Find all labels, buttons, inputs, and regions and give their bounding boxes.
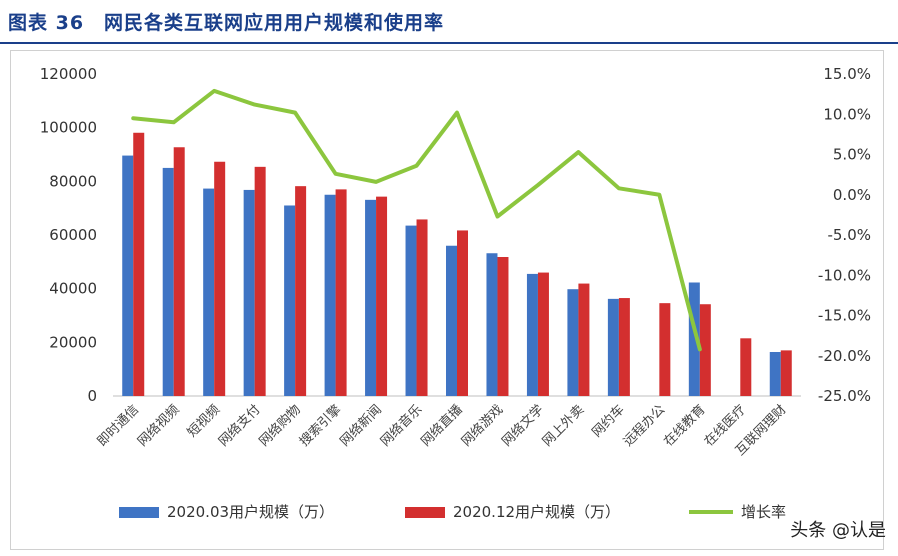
category-label: 在线教育 [661, 402, 709, 450]
y-left-tick-label: 100000 [40, 119, 97, 137]
legend-label: 增长率 [741, 503, 786, 521]
bar-december [740, 338, 752, 396]
category-label: 网络直播 [418, 402, 466, 450]
growth-rate-line [131, 88, 702, 352]
bar-march [405, 225, 417, 396]
bar-march [203, 188, 215, 396]
bar-march [526, 273, 538, 396]
bar-december [214, 161, 226, 396]
y-right-tick-label: 0.0% [833, 186, 871, 204]
bar-december [254, 166, 266, 396]
bar-december [457, 230, 468, 396]
chart-title: 图表 36 网民各类互联网应用用户规模和使用率 [8, 12, 445, 34]
category-label: 网络游戏 [458, 402, 506, 450]
bar-december [699, 304, 711, 396]
legend-label: 2020.03用户规模（万） [167, 503, 334, 521]
bar-december [133, 132, 145, 396]
bar-march [243, 189, 255, 396]
legend-label: 2020.12用户规模（万） [453, 503, 620, 521]
bar-december [416, 219, 428, 396]
bar-december [335, 189, 347, 396]
y-left-tick-label: 80000 [49, 172, 97, 190]
legend-swatch [405, 507, 445, 518]
y-left-tick-label: 40000 [49, 280, 97, 298]
chart-frame: 0 20000 40000 60000 80000 100000 120000 15.0% 10… [10, 50, 884, 550]
bar-march [486, 253, 498, 396]
category-label: 网络文学 [499, 402, 547, 450]
category-label: 网上外卖 [540, 402, 587, 449]
bar-march [162, 167, 174, 396]
bar-december [578, 283, 590, 396]
y-left-tick-label: 120000 [40, 65, 97, 83]
y-left-tick-label: 20000 [49, 333, 97, 351]
bar-march [284, 205, 296, 396]
category-label: 网络音乐 [377, 402, 425, 450]
bar-march [446, 245, 457, 396]
y-right-tick-label: 10.0% [823, 105, 871, 123]
bar-line-chart: 0 20000 40000 60000 80000 100000 120000 15.0% 10… [40, 65, 871, 521]
bar-march [365, 199, 377, 396]
bar-march [607, 298, 619, 396]
bar-december [376, 196, 388, 396]
bar-december [618, 298, 630, 396]
bar-december [659, 303, 671, 396]
bar-march [567, 289, 579, 396]
bar-march [122, 155, 134, 396]
y-right-tick-label: -5.0% [827, 226, 871, 244]
category-label: 网约车 [589, 402, 628, 441]
y-left-tick-label: 0 [87, 387, 97, 405]
category-label: 网络视频 [134, 402, 182, 450]
bar-december [173, 147, 185, 396]
y-right-tick-label: -15.0% [818, 307, 871, 325]
y-right-tick-label: -10.0% [818, 266, 871, 284]
category-label: 网络购物 [256, 402, 304, 450]
category-label: 短视频 [185, 402, 223, 440]
category-label: 远程办公 [621, 402, 668, 449]
category-label: 即时通信 [95, 402, 142, 449]
title-divider [0, 42, 898, 44]
bar-march [324, 194, 336, 396]
category-label: 网络支付 [215, 402, 263, 450]
legend-swatch [119, 507, 159, 518]
y-right-tick-label: -20.0% [818, 347, 871, 365]
y-right-tick-label: 5.0% [833, 146, 871, 164]
bar-march [688, 282, 700, 396]
category-label: 搜索引擎 [297, 402, 344, 449]
bar-december [295, 186, 307, 396]
y-right-tick-label: -25.0% [818, 387, 871, 405]
bar-march [769, 351, 781, 396]
category-label: 网络新闻 [337, 402, 385, 450]
bar-december [537, 272, 549, 396]
y-right-tick-label: 15.0% [823, 65, 871, 83]
bar-december [497, 257, 509, 396]
bar-december [780, 350, 792, 396]
watermark-text: 头条 @认是 [790, 520, 886, 541]
y-left-tick-label: 60000 [49, 226, 97, 244]
